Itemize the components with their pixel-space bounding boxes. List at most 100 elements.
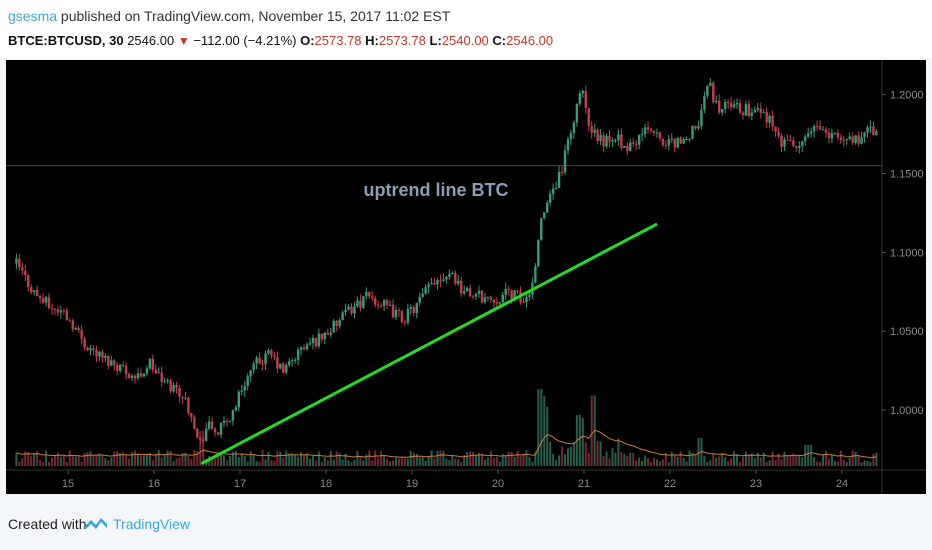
candle-body <box>282 363 285 373</box>
candle-body <box>738 103 742 113</box>
volume-bar <box>166 450 169 466</box>
candle-body <box>50 308 54 310</box>
volume-bar <box>139 455 142 466</box>
candle-body <box>210 421 214 429</box>
chart-area[interactable]: uptrend line BTC 1.2000 1.1500 1.1000 1.050… <box>6 60 926 494</box>
candle-body <box>299 347 303 350</box>
candle-body <box>507 288 510 291</box>
volume-bar <box>522 453 525 466</box>
candle-body <box>572 122 576 133</box>
candle-body <box>290 360 294 362</box>
volume-bar <box>258 461 261 466</box>
candle-body <box>433 283 436 285</box>
candle-body <box>216 432 220 435</box>
candle-body <box>394 309 398 318</box>
username-link[interactable]: gsesma <box>8 8 58 24</box>
time-tick-label: 24 <box>836 478 848 490</box>
candle-body <box>35 290 39 296</box>
candle-body <box>605 135 608 147</box>
volume-bar <box>24 451 27 466</box>
tradingview-logo-icon[interactable] <box>84 512 108 534</box>
candle-body <box>818 126 822 130</box>
volume-bar <box>857 455 860 466</box>
volume-bar <box>445 458 448 466</box>
annotation-text: uptrend line BTC <box>364 180 509 200</box>
candle-body <box>18 258 21 268</box>
candle-body <box>599 135 602 141</box>
candle-body <box>406 308 410 323</box>
volume-bar <box>433 458 436 466</box>
volume-bar <box>303 455 306 466</box>
volume-bar <box>383 455 386 466</box>
candle-body <box>780 135 783 147</box>
candle-body <box>293 359 297 361</box>
volume-bar <box>830 455 833 466</box>
candle-body <box>471 296 475 298</box>
volume-bar <box>377 457 380 466</box>
candle-body <box>207 421 211 429</box>
candle-body <box>359 300 362 308</box>
high-value: 2573.78 <box>378 33 426 48</box>
volume-bar <box>89 451 92 466</box>
candle-body <box>845 139 848 141</box>
price-tick-label: 1.1000 <box>890 247 924 259</box>
candle-body <box>121 364 125 366</box>
candle-body <box>575 103 579 123</box>
volume-bar <box>222 455 225 466</box>
volume-bar <box>679 451 682 466</box>
candle-body <box>154 369 157 374</box>
candle-body <box>857 135 860 144</box>
price-chart[interactable]: uptrend line BTC 1.2000 1.1500 1.1000 1.050… <box>6 60 926 494</box>
candle-body <box>151 358 155 370</box>
created-with-label: Created with <box>8 516 87 532</box>
volume-bar <box>658 461 661 466</box>
candle-body <box>311 337 315 344</box>
volume-bar <box>326 460 329 466</box>
volume-bar <box>540 388 543 466</box>
volume-bar <box>472 451 475 466</box>
volume-bar <box>116 451 119 466</box>
candle-body <box>554 187 558 189</box>
volume-bar <box>839 450 842 466</box>
candle-body <box>602 135 605 147</box>
volume-bar <box>872 453 875 466</box>
candle-body <box>418 296 421 303</box>
open-value: 2573.78 <box>314 33 362 48</box>
candle-body <box>163 381 166 383</box>
volume-bar <box>789 454 792 466</box>
candle-body <box>634 143 638 145</box>
volume-bar <box>460 462 463 466</box>
candle-body <box>694 125 697 129</box>
volume-bar <box>169 451 172 466</box>
volume-bar <box>196 450 199 466</box>
candle-body <box>415 302 418 314</box>
candle-body <box>626 145 629 151</box>
volume-bar <box>255 461 258 466</box>
price-tick-label: 1.1500 <box>890 169 924 181</box>
symbol-line: BTCE:BTCUSD, 30 2546.00 ▼ −112.00 (−4.21… <box>8 33 553 48</box>
volume-bar <box>21 458 24 466</box>
volume-bar <box>261 449 264 466</box>
volume-bar <box>688 450 691 466</box>
candle-body <box>71 320 74 330</box>
volume-bar <box>62 455 65 466</box>
volume-bar <box>546 406 549 466</box>
candle-body <box>113 360 116 366</box>
volume-bar <box>347 460 350 466</box>
volume-bar <box>412 452 415 466</box>
volume-bar <box>510 451 513 466</box>
volume-bar <box>715 457 718 466</box>
volume-bar <box>178 457 181 466</box>
candle-body <box>270 350 273 356</box>
candle-body <box>169 380 172 392</box>
candle-body <box>715 100 718 103</box>
candle-body <box>190 412 193 418</box>
tradingview-brand-link[interactable]: TradingView <box>113 516 191 532</box>
candle-body <box>439 280 442 282</box>
volume-bar <box>617 438 620 466</box>
volume-bar <box>822 454 825 466</box>
candle-body <box>486 296 490 298</box>
volume-bar <box>65 462 68 466</box>
candle-body <box>875 131 878 136</box>
volume-bar <box>234 450 237 466</box>
